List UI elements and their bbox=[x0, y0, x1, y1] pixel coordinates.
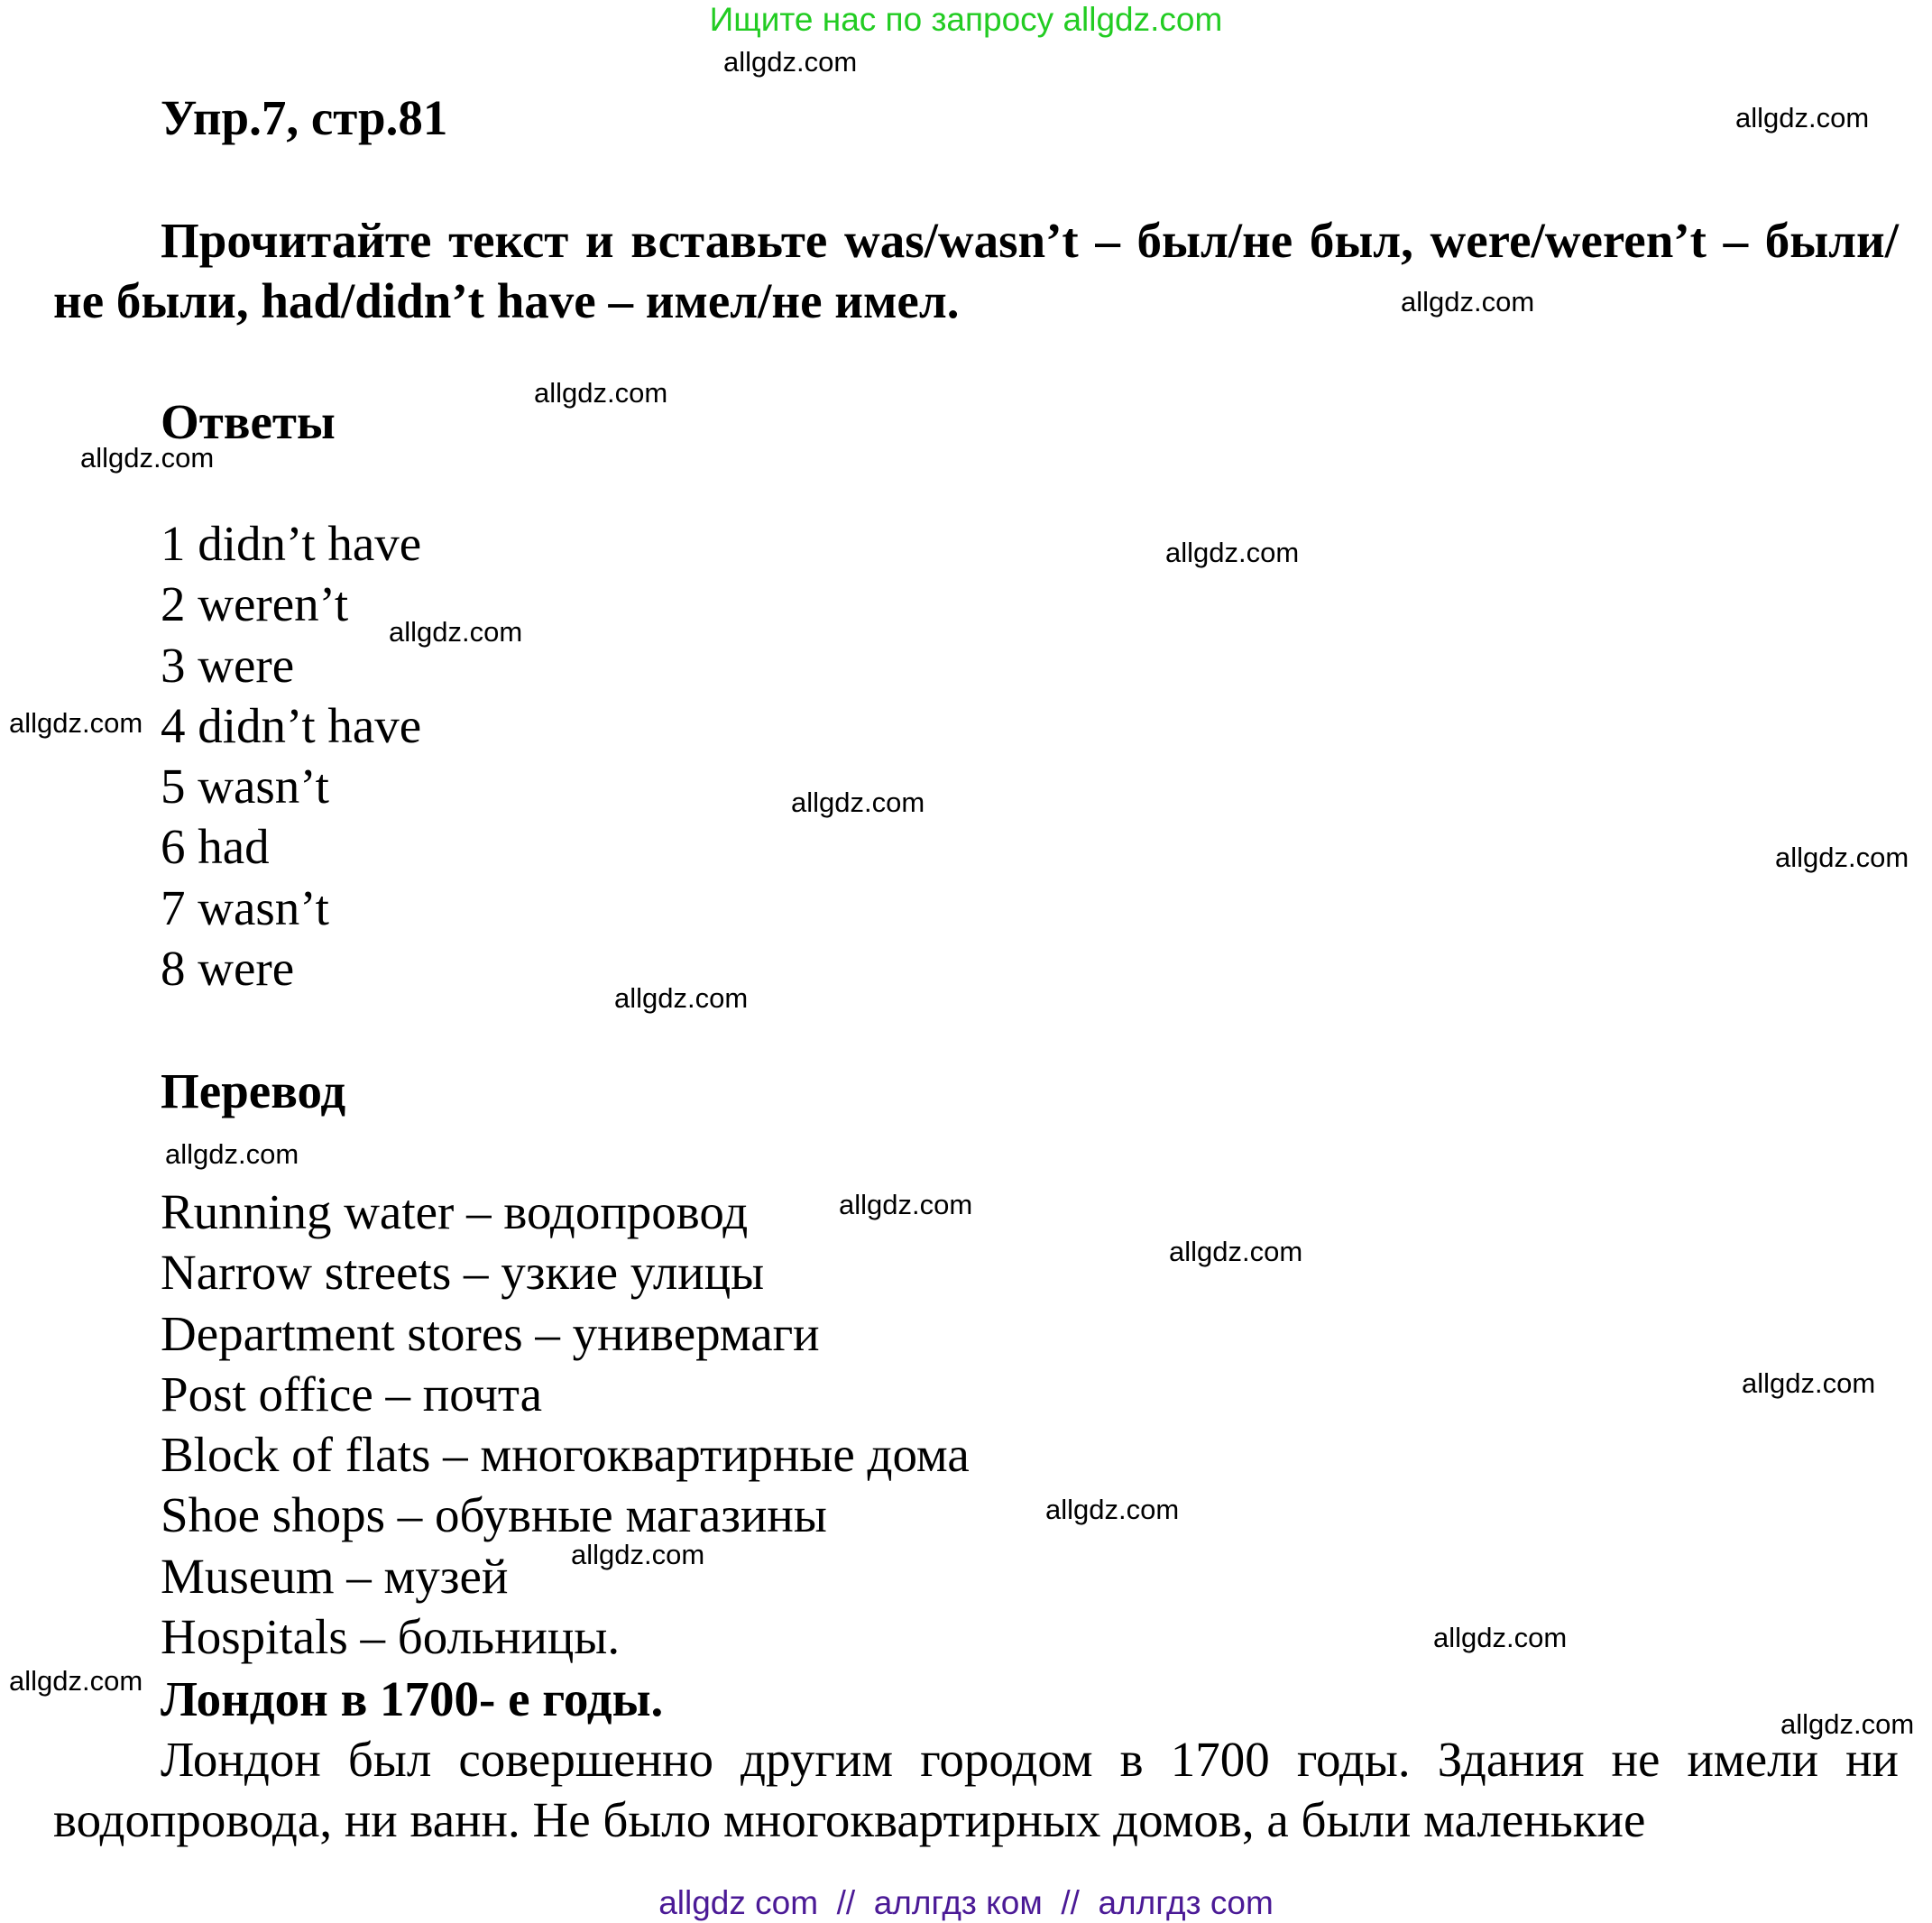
watermark: allgdz.com bbox=[1780, 1708, 1915, 1740]
answers-list: 1 didn’t have 2 weren’t 3 were 4 didn’t … bbox=[161, 513, 421, 998]
translation-heading: Перевод bbox=[161, 1063, 346, 1118]
answer-item: 8 were bbox=[161, 941, 295, 997]
text-heading: Лондон в 1700- е годы. bbox=[161, 1671, 664, 1726]
translation-item: Narrow streets – узкие улицы bbox=[161, 1245, 765, 1301]
watermark: allgdz.com bbox=[571, 1539, 705, 1570]
answer-item: 4 didn’t have bbox=[161, 697, 422, 753]
search-banner: Ищите нас по запросу allgdz.com bbox=[709, 1, 1223, 38]
answer-item: 6 had bbox=[161, 819, 270, 875]
watermark: allgdz.com bbox=[80, 442, 215, 474]
watermark: allgdz.com bbox=[839, 1189, 973, 1220]
translation-item: Block of flats – многоквартирные дома bbox=[161, 1427, 970, 1483]
exercise-instruction: Прочитайте текст и вставьте was/wasn’t –… bbox=[53, 213, 1899, 328]
watermark: allgdz.com bbox=[1165, 537, 1300, 568]
text-body: Лондон был совершенно другим городом в 1… bbox=[53, 1732, 1899, 1847]
watermark: allgdz.com bbox=[165, 1138, 299, 1170]
translation-item: Hospitals – больницы. bbox=[161, 1609, 621, 1665]
watermark: allgdz.com bbox=[1045, 1494, 1180, 1525]
answer-item: 3 were bbox=[161, 637, 295, 693]
translation-item: Department stores – универмаги bbox=[161, 1305, 820, 1361]
watermark: allgdz.com bbox=[1433, 1622, 1568, 1653]
footer-links: allgdz com // аллгдз ком // аллгдз com bbox=[658, 1884, 1274, 1921]
answer-item: 5 wasn’t bbox=[161, 759, 329, 814]
answer-item: 1 didn’t have bbox=[161, 516, 422, 571]
watermark: allgdz.com bbox=[389, 616, 523, 648]
watermark: allgdz.com bbox=[1775, 842, 1909, 873]
watermark: allgdz.com bbox=[1401, 286, 1535, 317]
watermark: allgdz.com bbox=[1169, 1236, 1303, 1267]
answers-heading: Ответы bbox=[161, 394, 336, 449]
answer-item: 2 weren’t bbox=[161, 576, 349, 632]
watermark: allgdz.com bbox=[9, 1665, 143, 1697]
exercise-title: Упр.7, стр.81 bbox=[161, 90, 448, 145]
watermark: allgdz.com bbox=[791, 787, 925, 818]
translation-item: Shoe shops – обувные магазины bbox=[161, 1487, 827, 1543]
translation-item: Museum – музей bbox=[161, 1548, 509, 1604]
watermark: allgdz.com bbox=[1735, 102, 1870, 133]
translation-item: Running water – водопровод bbox=[161, 1184, 749, 1239]
translation-list: Running water – водопровод Narrow street… bbox=[161, 1182, 970, 1667]
watermark: allgdz.com bbox=[1742, 1367, 1876, 1399]
watermark: allgdz.com bbox=[614, 982, 749, 1014]
watermark: allgdz.com bbox=[9, 707, 143, 739]
answer-item: 7 wasn’t bbox=[161, 879, 329, 935]
watermark: allgdz.com bbox=[723, 46, 858, 78]
translation-item: Post office – почта bbox=[161, 1366, 543, 1422]
watermark: allgdz.com bbox=[534, 377, 668, 409]
